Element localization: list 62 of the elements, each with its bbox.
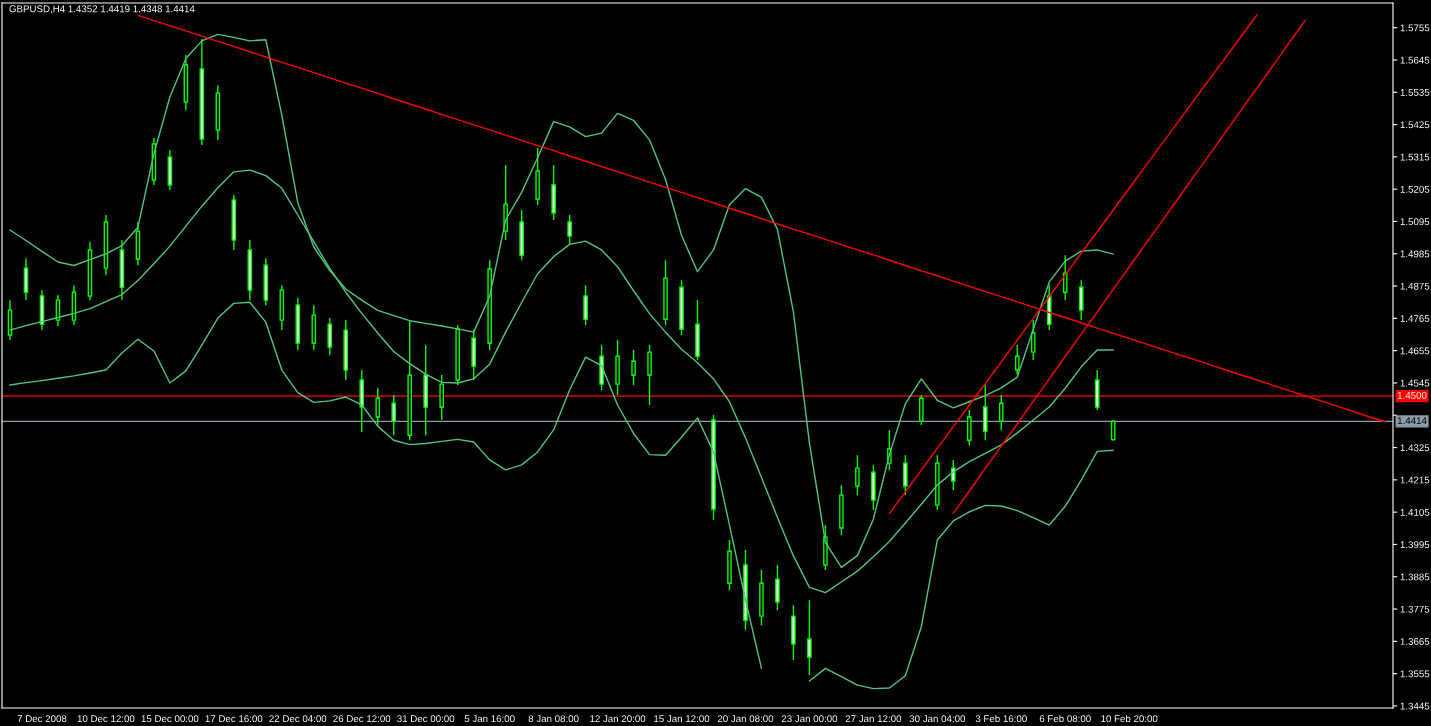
y-tick-label: 1.5095 xyxy=(1400,218,1430,226)
chart-title: GBPUSD,H4 1.4352 1.4419 1.4348 1.4414 xyxy=(9,5,195,14)
y-tick-label: 1.4215 xyxy=(1400,476,1430,484)
candlestick xyxy=(567,214,572,246)
candlestick xyxy=(903,454,908,496)
candlestick xyxy=(1014,344,1020,376)
y-tick-label: 1.3445 xyxy=(1400,702,1430,710)
y-tick-label: 1.4985 xyxy=(1400,250,1430,258)
x-tick-label: 15 Jan 12:00 xyxy=(654,715,710,723)
candlestick xyxy=(967,409,972,446)
candlestick xyxy=(375,387,381,426)
x-tick-label: 8 Jan 08:00 xyxy=(528,715,579,723)
y-tick-label: 1.3995 xyxy=(1400,541,1430,549)
x-tick-label: 31 Dec 00:00 xyxy=(397,715,455,723)
x-tick-label: 27 Jan 12:00 xyxy=(845,715,902,723)
candlestick xyxy=(998,394,1004,431)
candlestick xyxy=(855,454,860,496)
x-tick-label: 6 Feb 08:00 xyxy=(1039,714,1091,723)
candlestick xyxy=(391,394,397,436)
candlestick xyxy=(439,374,444,421)
candlestick xyxy=(919,394,924,426)
y-tick-label: 1.3555 xyxy=(1400,670,1430,678)
x-tick-label: 3 Feb 16:00 xyxy=(975,714,1027,723)
y-tick-label: 1.5205 xyxy=(1400,185,1430,193)
candlestick xyxy=(647,344,652,406)
candlestick xyxy=(775,564,780,611)
x-tick-label: 10 Feb 20:00 xyxy=(1101,714,1158,723)
ref-line-label: 1.4500 xyxy=(1397,391,1427,399)
y-tick-label: 1.4875 xyxy=(1400,282,1430,290)
y-tick-label: 1.5535 xyxy=(1400,89,1430,96)
y-tick-label: 1.3885 xyxy=(1400,573,1430,581)
x-tick-label: 5 Jan 16:00 xyxy=(464,715,515,723)
y-tick-label: 1.3775 xyxy=(1400,605,1430,613)
x-tick-label: 23 Jan 00:00 xyxy=(781,715,838,723)
x-tick-label: 20 Jan 08:00 xyxy=(717,715,774,723)
y-tick-label: 1.4105 xyxy=(1400,508,1430,516)
x-tick-label: 10 Dec 12:00 xyxy=(77,715,135,723)
candlestick xyxy=(807,599,812,676)
x-tick-label: 26 Dec 12:00 xyxy=(333,715,391,723)
y-tick-label: 1.4765 xyxy=(1400,315,1430,322)
x-tick-label: 22 Dec 04:00 xyxy=(269,715,327,723)
ref-line-label: 1.4414 xyxy=(1397,417,1427,424)
y-tick-label: 1.3665 xyxy=(1400,638,1430,645)
candlestick xyxy=(1030,319,1036,361)
y-tick-label: 1.5645 xyxy=(1400,56,1430,64)
candlestick xyxy=(951,459,956,491)
x-tick-label: 15 Dec 00:00 xyxy=(141,715,199,723)
x-tick-label: 12 Jan 20:00 xyxy=(590,715,646,723)
candlestick xyxy=(583,284,588,326)
candlestick xyxy=(1078,279,1084,321)
x-tick-label: 30 Jan 04:00 xyxy=(909,715,966,723)
y-tick-label: 1.5315 xyxy=(1400,153,1430,161)
x-tick-label: 17 Dec 16:00 xyxy=(205,715,263,723)
y-tick-label: 1.5425 xyxy=(1400,121,1430,129)
candlestick xyxy=(1062,254,1068,301)
candlestick xyxy=(631,349,636,386)
candlestick xyxy=(327,317,333,356)
x-tick-label: 7 Dec 2008 xyxy=(17,715,67,723)
y-tick-label: 1.5755 xyxy=(1400,24,1430,32)
y-tick-label: 1.4325 xyxy=(1400,444,1430,452)
y-tick-label: 1.4655 xyxy=(1400,347,1430,355)
y-tick-label: 1.4545 xyxy=(1400,379,1430,387)
